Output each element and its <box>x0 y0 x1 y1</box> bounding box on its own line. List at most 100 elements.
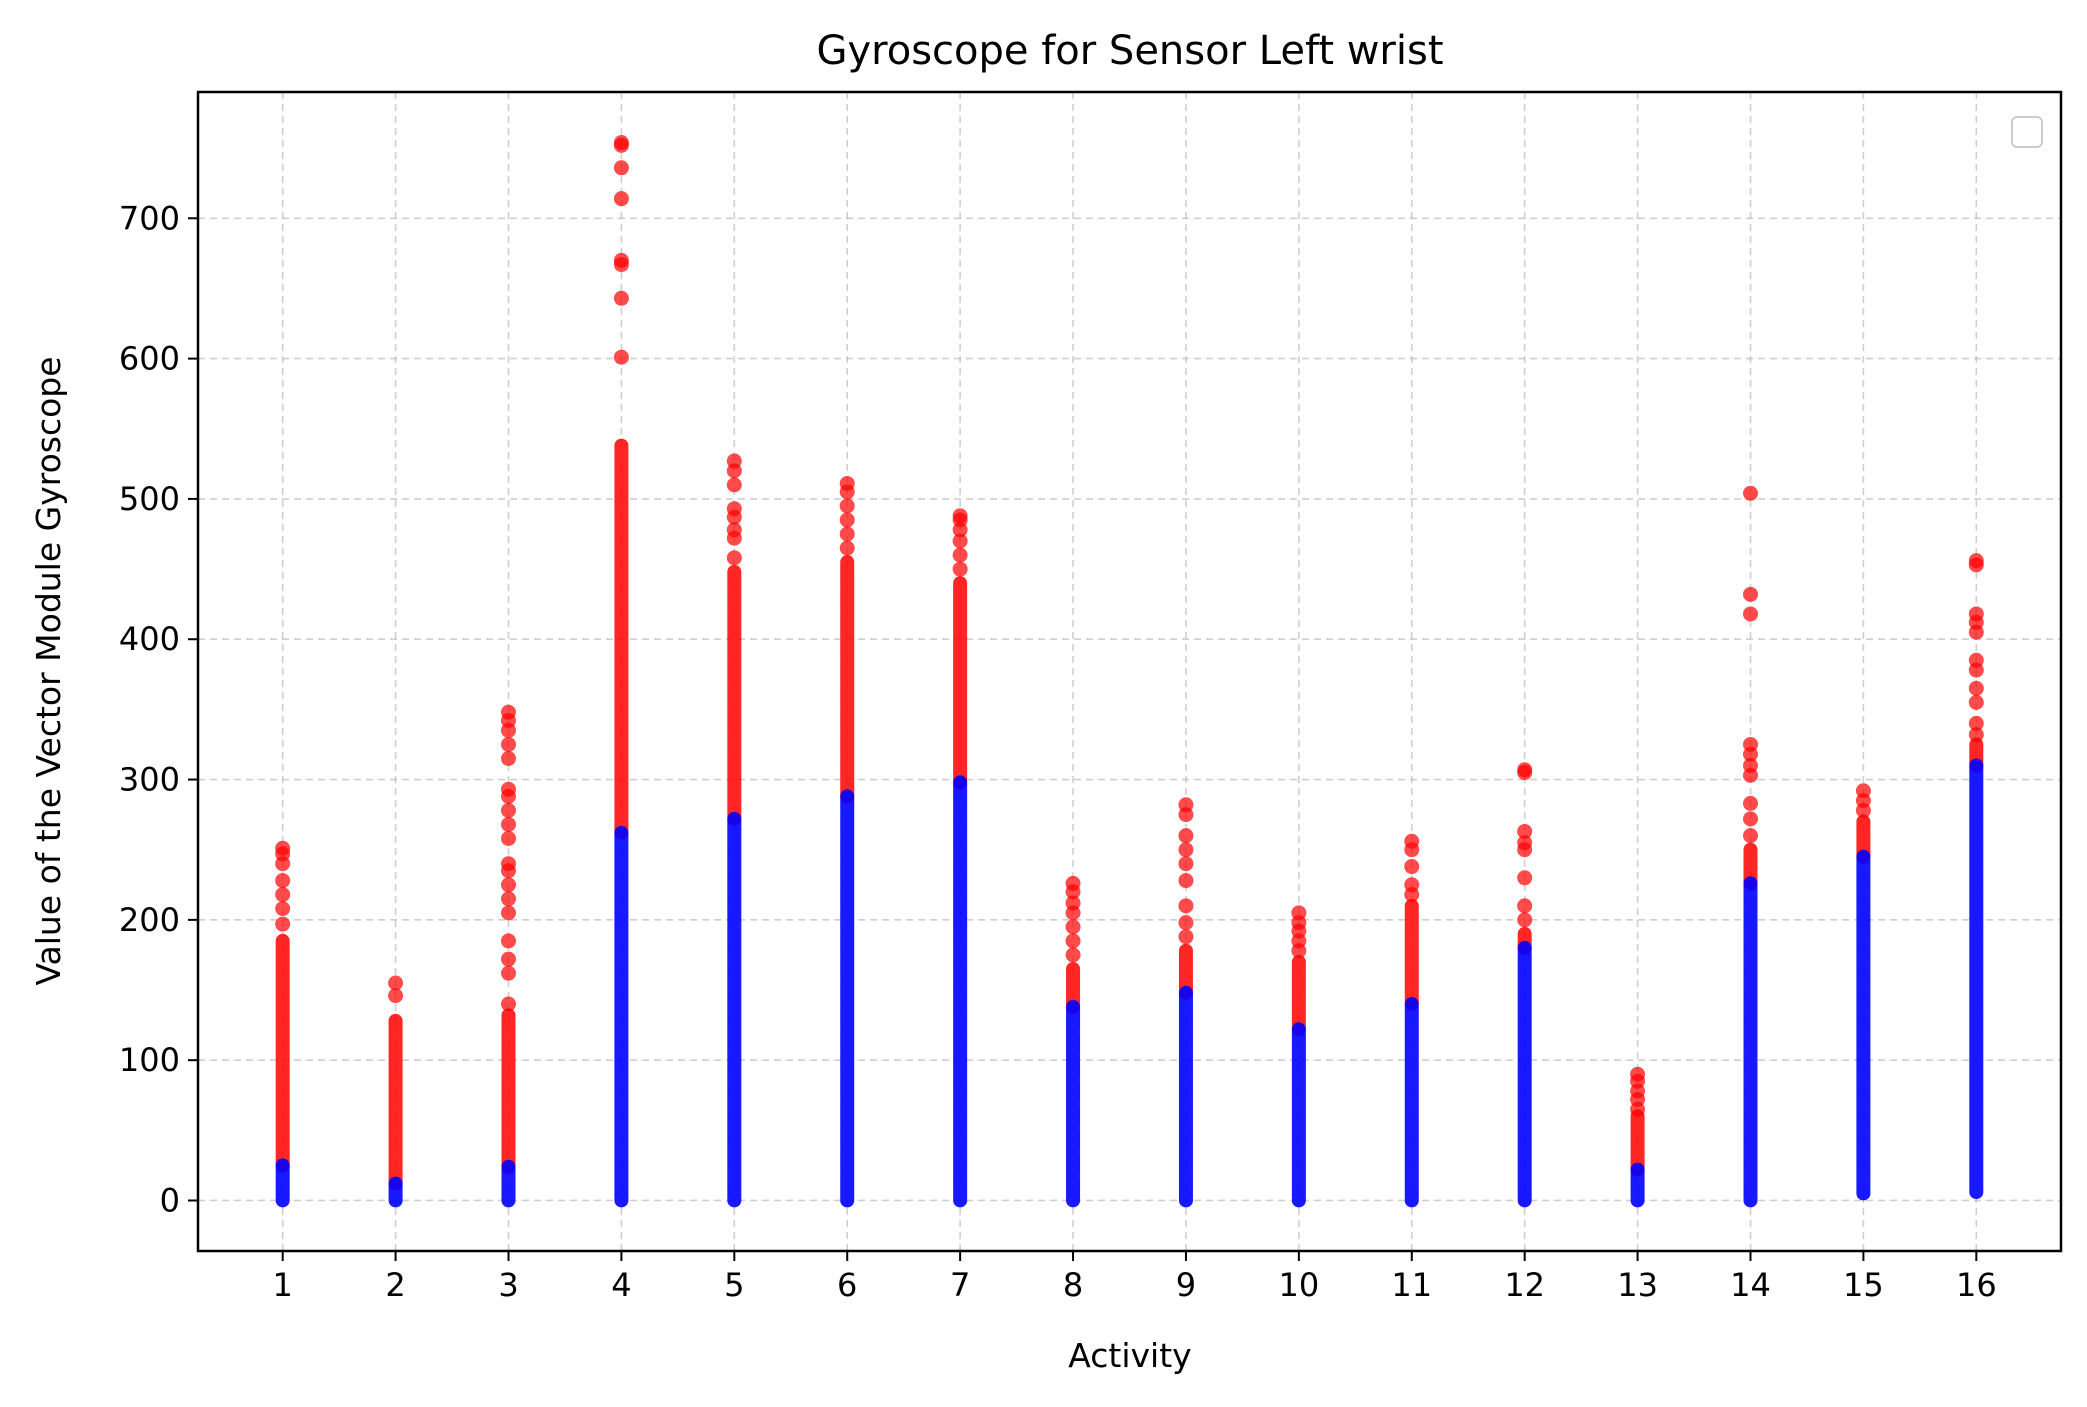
outlier-point <box>839 540 855 556</box>
outlier-column <box>501 1008 516 1174</box>
outlier-point <box>613 160 629 176</box>
outlier-point <box>501 877 516 893</box>
outlier-point <box>1065 919 1081 935</box>
outlier-point <box>1065 933 1081 949</box>
outlier-point <box>1517 912 1533 928</box>
outlier-point <box>952 547 968 563</box>
y-tick-label: 400 <box>119 620 180 658</box>
outlier-point <box>839 475 855 491</box>
x-tick-label: 7 <box>950 1266 970 1304</box>
outlier-point <box>1968 694 1984 710</box>
outlier-column <box>840 555 855 804</box>
outlier-point <box>1743 795 1758 811</box>
outlier-point <box>1743 586 1758 602</box>
outlier-point <box>1968 652 1984 668</box>
outlier-point <box>501 781 516 797</box>
outlier-point <box>1178 797 1194 813</box>
outlier-point <box>501 830 516 846</box>
outlier-point <box>388 988 404 1004</box>
outlier-point <box>1178 828 1194 844</box>
outlier-point <box>1968 715 1984 731</box>
plot-frame <box>196 90 2063 1253</box>
outlier-point <box>613 252 629 268</box>
x-tick-label: 3 <box>498 1266 518 1304</box>
outlier-point <box>1404 859 1420 875</box>
outlier-point <box>275 887 291 903</box>
outlier-point <box>1968 680 1984 696</box>
y-tick-label: 100 <box>119 1041 180 1079</box>
inlier-column <box>275 1158 290 1208</box>
outlier-point <box>1743 606 1758 622</box>
outlier-point <box>613 349 629 365</box>
x-tick-label: 14 <box>1730 1266 1771 1304</box>
outlier-point <box>1404 833 1420 849</box>
outlier-point <box>501 704 516 720</box>
outlier-point <box>501 891 516 907</box>
y-tick-label: 300 <box>119 761 180 799</box>
outlier-point <box>501 802 516 818</box>
outlier-point <box>501 816 516 832</box>
outlier-point <box>1517 898 1533 914</box>
inlier-column <box>1404 997 1419 1208</box>
inlier-column <box>1743 876 1758 1208</box>
outlier-point <box>501 933 516 949</box>
outlier-point <box>1855 783 1871 799</box>
x-tick-label: 10 <box>1279 1266 1320 1304</box>
outlier-point <box>1291 905 1307 921</box>
outlier-point <box>275 840 291 856</box>
inlier-column <box>953 775 968 1208</box>
inlier-column <box>1969 758 1984 1200</box>
outlier-point <box>839 526 855 542</box>
inlier-column <box>614 825 629 1208</box>
x-tick-label: 12 <box>1504 1266 1545 1304</box>
outlier-point <box>1178 856 1194 872</box>
outlier-point <box>952 508 968 524</box>
outlier-column <box>953 576 968 790</box>
outlier-point <box>839 498 855 514</box>
x-tick-label: 9 <box>1176 1266 1196 1304</box>
outlier-point <box>501 996 516 1012</box>
outlier-point <box>275 916 291 932</box>
outlier-point <box>1743 811 1758 827</box>
outlier-point <box>275 873 291 889</box>
inlier-column <box>501 1159 516 1208</box>
outlier-point <box>1178 929 1194 945</box>
inlier-column <box>1517 940 1532 1208</box>
outlier-point <box>613 191 629 207</box>
ticks: 1 2 3 4 5 6 7 8 9 10 11 12 13 14 15 1601002003004005006… <box>119 199 1997 1304</box>
y-axis-label: Value of the Vector Module Gyroscope <box>29 356 68 985</box>
y-tick-label: 0 <box>160 1181 180 1219</box>
outlier-point <box>613 290 629 306</box>
outlier-point <box>501 951 516 967</box>
outlier-point <box>726 477 742 493</box>
outlier-point <box>726 550 742 566</box>
outlier-column <box>1291 954 1306 1037</box>
outlier-point <box>839 512 855 528</box>
y-tick-label: 600 <box>119 340 180 378</box>
y-tick-label: 700 <box>119 199 180 237</box>
x-tick-label: 16 <box>1956 1266 1997 1304</box>
outlier-point <box>1065 875 1081 891</box>
outlier-point <box>1178 915 1194 931</box>
outlier-point <box>275 901 291 917</box>
outlier-point <box>1178 898 1194 914</box>
inlier-column <box>1291 1022 1306 1208</box>
x-tick-label: 15 <box>1843 1266 1884 1304</box>
outlier-point <box>501 750 516 766</box>
x-tick-label: 4 <box>611 1266 631 1304</box>
outlier-column <box>1178 943 1193 1000</box>
outlier-column <box>275 933 290 1173</box>
outlier-point <box>501 736 516 752</box>
outlier-point <box>501 905 516 921</box>
x-tick-label: 13 <box>1617 1266 1658 1304</box>
chart-title: Gyroscope for Sensor Left wrist <box>816 28 1443 74</box>
x-tick-label: 1 <box>273 1266 293 1304</box>
outlier-point <box>1178 842 1194 858</box>
legend <box>2011 116 2043 148</box>
y-tick-label: 200 <box>119 901 180 939</box>
outlier-point <box>1968 553 1984 569</box>
outlier-point <box>1517 762 1533 778</box>
